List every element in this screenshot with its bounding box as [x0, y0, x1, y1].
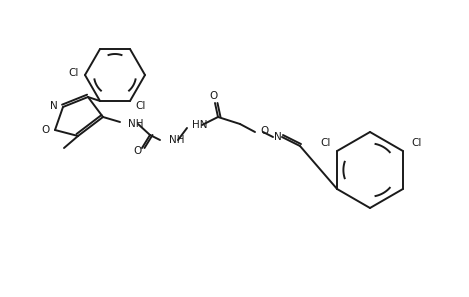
Text: N: N: [50, 101, 58, 111]
Text: NH: NH: [128, 119, 144, 129]
Text: N: N: [274, 132, 282, 142]
Text: NH: NH: [169, 135, 184, 145]
Text: O: O: [42, 125, 50, 135]
Text: Cl: Cl: [136, 101, 146, 111]
Text: Cl: Cl: [411, 138, 421, 148]
Text: Cl: Cl: [69, 68, 79, 78]
Text: O: O: [210, 91, 218, 101]
Text: O: O: [260, 126, 268, 136]
Text: HN: HN: [192, 120, 207, 130]
Text: Cl: Cl: [321, 138, 331, 148]
Text: O: O: [133, 146, 141, 156]
